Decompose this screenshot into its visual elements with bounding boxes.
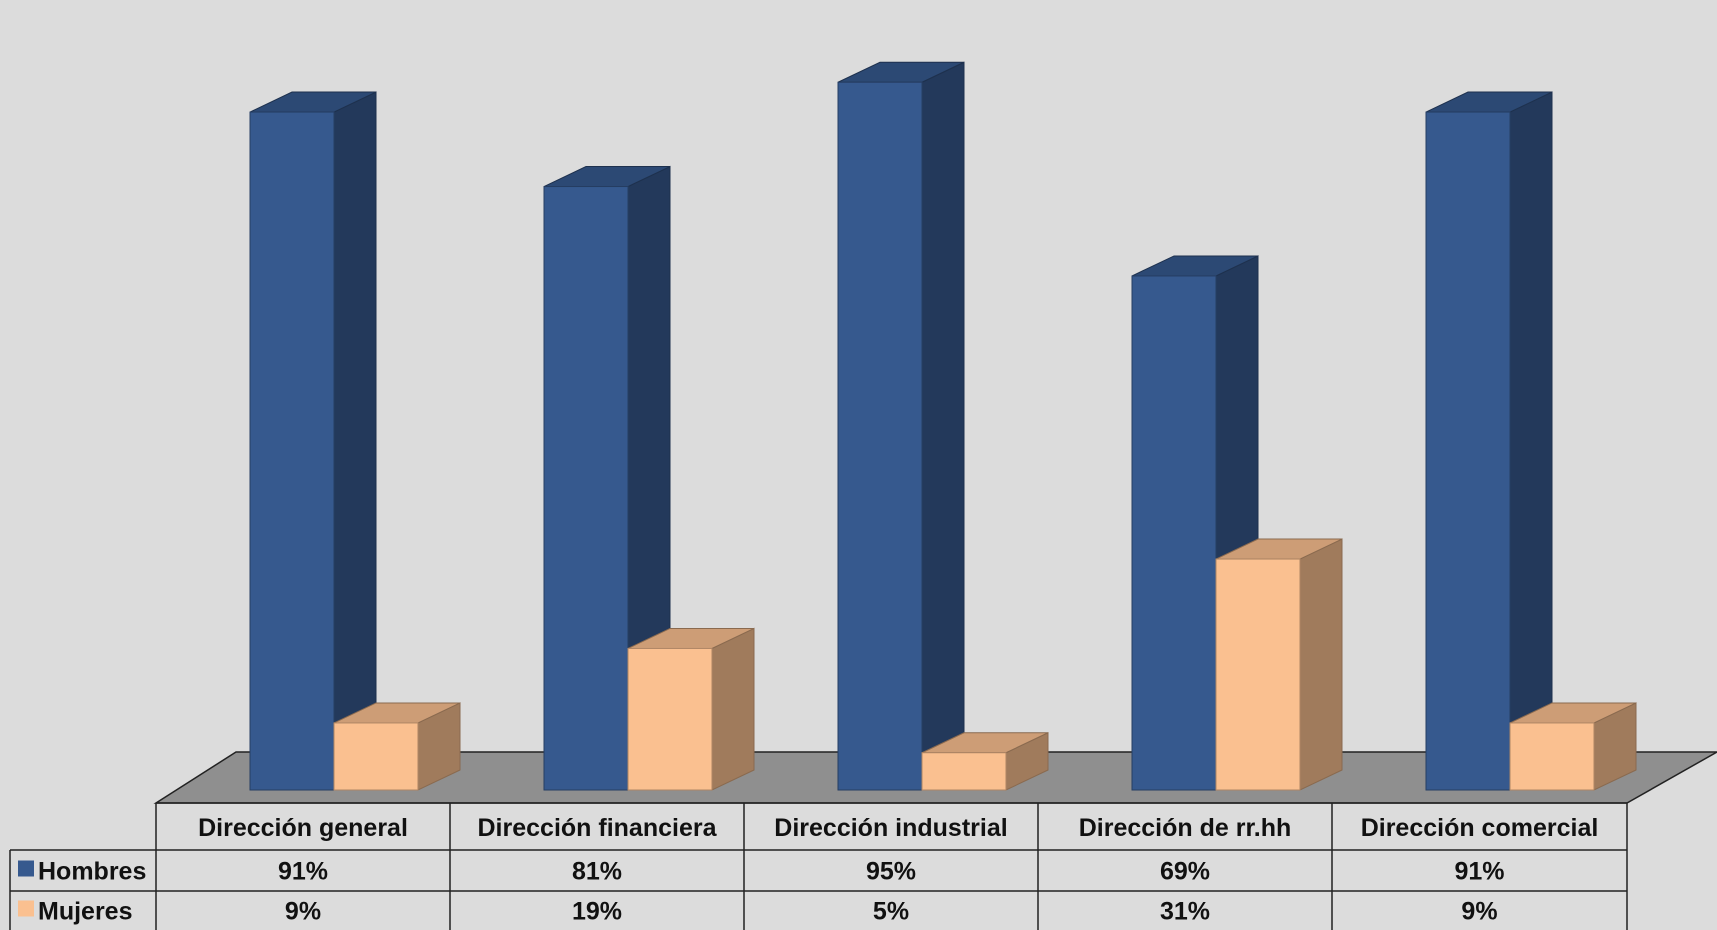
- bar-mujeres-direccion-de-rr-hh: [1215, 538, 1343, 791]
- category-label-direccion-comercial: Dirección comercial: [1361, 814, 1599, 842]
- bar-hombres-direccion-de-rr-hh: [1131, 255, 1259, 791]
- bar-mujeres-direccion-de-rr-hh-front: [1215, 558, 1301, 791]
- bar-hombres-direccion-industrial: [837, 61, 965, 791]
- bar-hombres-direccion-comercial-side: [1509, 91, 1553, 791]
- bar-hombres-direccion-industrial-front: [837, 81, 923, 791]
- bar-hombres-direccion-industrial-side: [921, 61, 965, 791]
- value-hombres-direccion-industrial: 95%: [866, 858, 916, 886]
- value-mujeres-direccion-financiera: 19%: [572, 898, 622, 926]
- value-mujeres-direccion-general: 9%: [285, 898, 321, 926]
- series-label-hombres: Hombres: [38, 858, 146, 886]
- legend-key-hombres: [18, 860, 34, 877]
- value-hombres-direccion-general: 91%: [278, 858, 328, 886]
- value-mujeres-direccion-industrial: 5%: [873, 898, 909, 926]
- bar-mujeres-direccion-general-front: [333, 722, 419, 791]
- category-label-direccion-de-rr-hh: Dirección de rr.hh: [1079, 814, 1292, 842]
- bar-mujeres-direccion-de-rr-hh-side: [1299, 538, 1343, 791]
- value-mujeres-direccion-comercial: 9%: [1461, 898, 1497, 926]
- bar-mujeres-direccion-financiera: [627, 627, 755, 791]
- legend-key-mujeres: [18, 900, 34, 917]
- category-label-direccion-financiera: Dirección financiera: [478, 814, 718, 842]
- bar-mujeres-direccion-general: [333, 702, 461, 791]
- bar-hombres-direccion-de-rr-hh-front: [1131, 275, 1217, 791]
- value-mujeres-direccion-de-rr-hh: 31%: [1160, 898, 1210, 926]
- value-hombres-direccion-comercial: 91%: [1454, 858, 1504, 886]
- bar-mujeres-direccion-industrial: [921, 731, 1049, 791]
- value-hombres-direccion-financiera: 81%: [572, 858, 622, 886]
- bar-mujeres-direccion-financiera-front: [627, 647, 713, 791]
- value-hombres-direccion-de-rr-hh: 69%: [1160, 858, 1210, 886]
- bar-mujeres-direccion-financiera-side: [711, 627, 755, 791]
- bar-hombres-direccion-general-side: [333, 91, 377, 791]
- bar-mujeres-direccion-industrial-front: [921, 752, 1007, 791]
- series-label-mujeres: Mujeres: [38, 898, 132, 926]
- bar-hombres-direccion-comercial: [1425, 91, 1553, 791]
- bar-hombres-direccion-financiera-front: [543, 186, 629, 791]
- data-table-grid: [9, 802, 1628, 930]
- bar-hombres-direccion-comercial-front: [1425, 111, 1511, 791]
- bar-hombres-direccion-general-front: [249, 111, 335, 791]
- category-label-direccion-industrial: Dirección industrial: [774, 814, 1007, 842]
- bar-hombres-direccion-general: [249, 91, 377, 791]
- data-table: Dirección general Dirección financiera Dir…: [9, 802, 1628, 930]
- category-label-direccion-general: Dirección general: [198, 814, 408, 842]
- bar-mujeres-direccion-comercial: [1509, 702, 1637, 791]
- bar-mujeres-direccion-comercial-front: [1509, 722, 1595, 791]
- bars-group: [249, 61, 1637, 791]
